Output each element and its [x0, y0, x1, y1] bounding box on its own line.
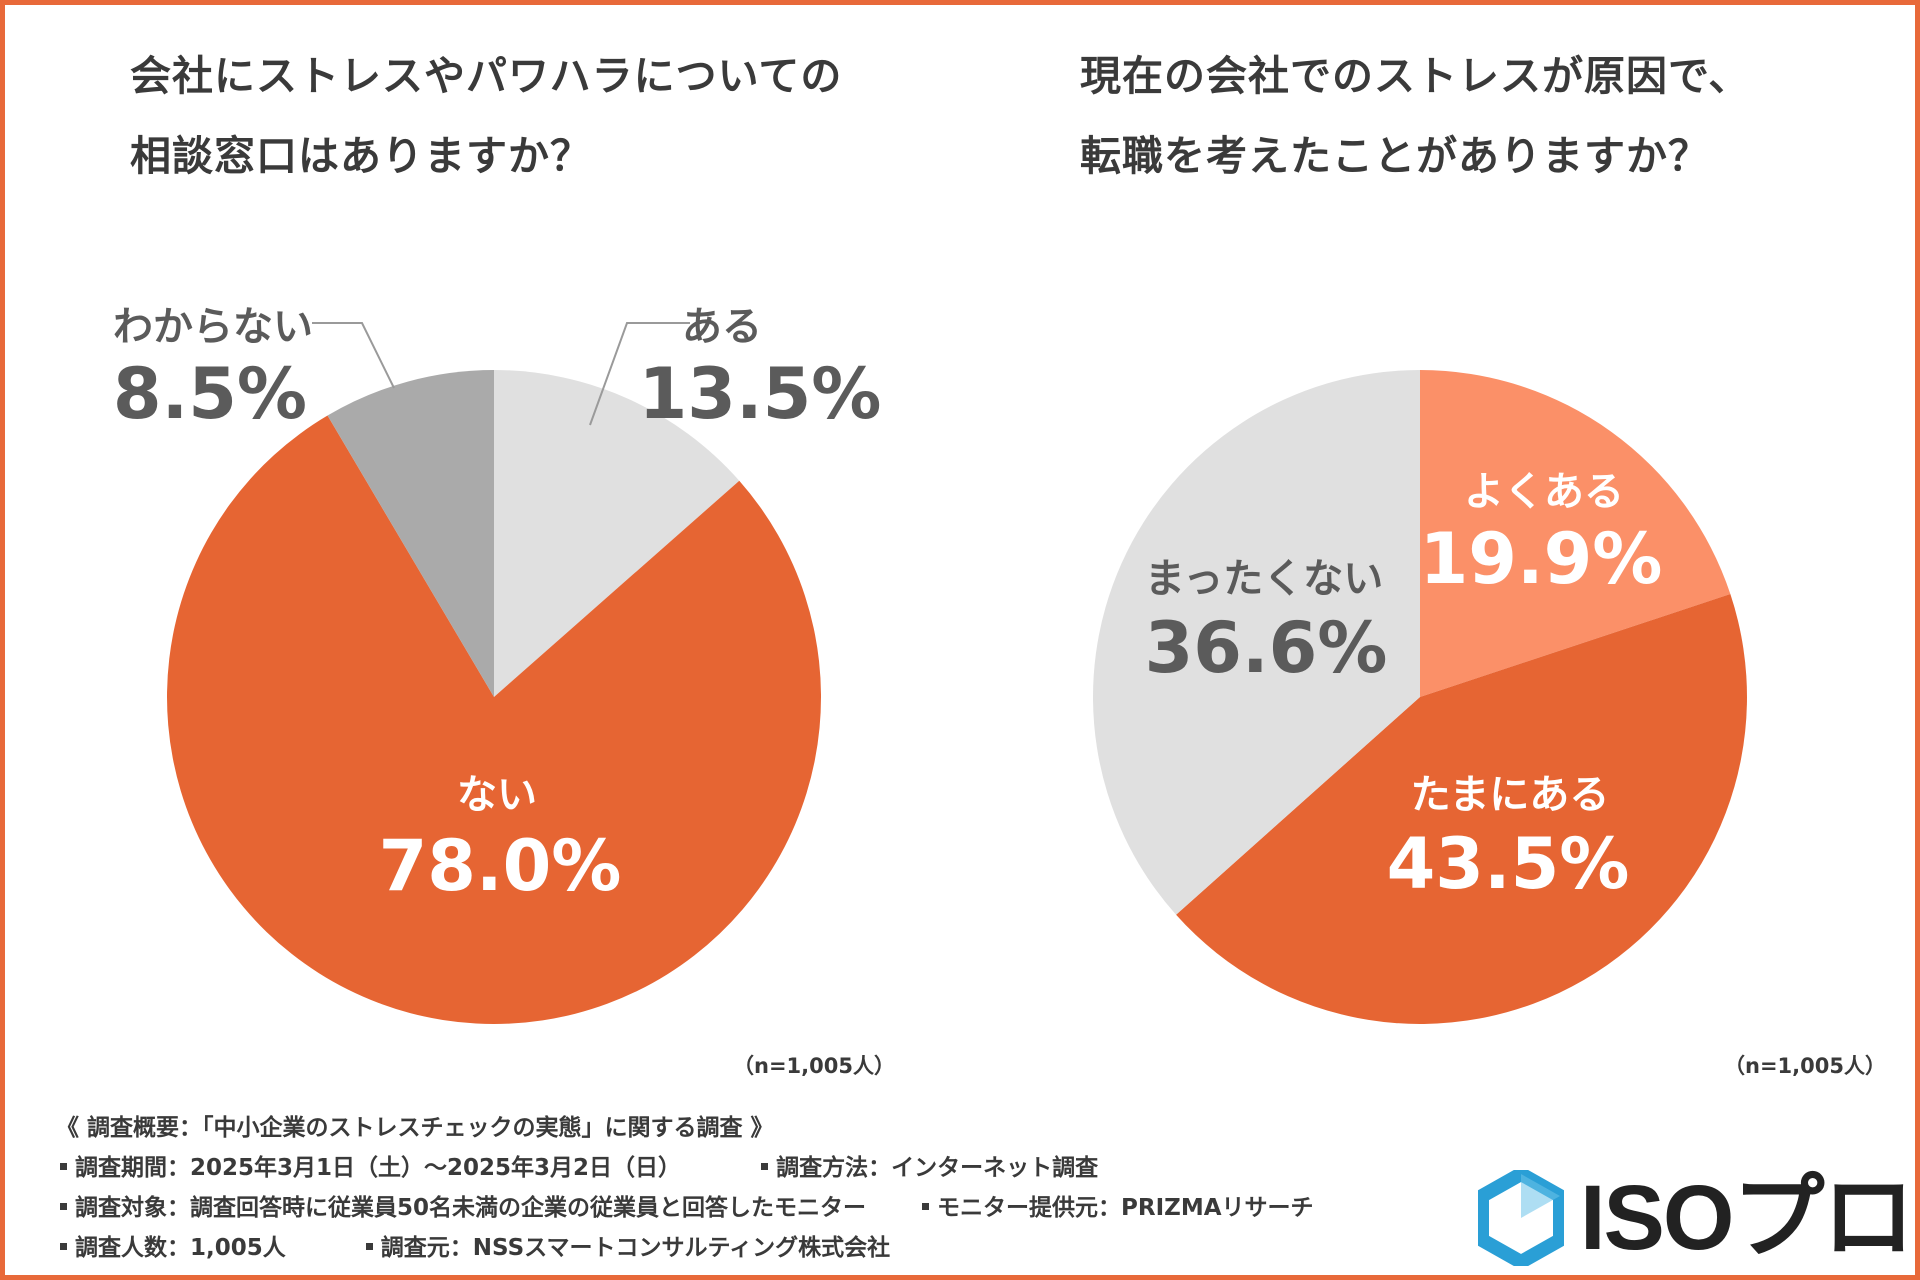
hexagon-logo-icon: [1478, 1170, 1564, 1266]
chart-title-right-line-1: 現在の会社でのストレスが原因で、: [1080, 52, 1751, 100]
sample-size-right: （n=1,005人）: [1724, 1054, 1886, 1078]
slice-label-nai: ない: [457, 772, 537, 818]
slice-label-tamaniaru: たまにある: [1411, 772, 1610, 818]
survey-row-1: 調査期間：2025年3月1日（土）～2025年3月2日（日） 調査方法：インター…: [56, 1148, 1314, 1188]
survey-heading: 《 調査概要：「中小企業のストレスチェックの実態」に関する調査 》: [56, 1115, 774, 1141]
slice-value-nai: 78.0%: [379, 825, 622, 907]
survey-row-2: 調査対象：調査回答時に従業員50名未満の企業の従業員と回答したモニター モニター…: [56, 1188, 1314, 1228]
slice-label-wakaranai: わからない: [113, 304, 313, 350]
pie-slice-mattakunai: [1092, 370, 1420, 915]
pie-slice-aru: [494, 370, 740, 697]
survey-count: 調査人数：1,005人: [75, 1235, 286, 1261]
pie-slice-wakaranai: [327, 370, 494, 697]
slice-value-tamaniaru: 43.5%: [1387, 823, 1630, 905]
bullet-icon: [60, 1163, 67, 1170]
slice-value-aru: 13.5%: [639, 353, 882, 435]
pie-chart-right: よくある 19.9% たまにある 43.5% まったくない 36.6%: [1092, 370, 1747, 1024]
survey-provider: モニター提供元：PRIZMAリサーチ: [937, 1195, 1314, 1221]
bullet-icon: [60, 1203, 67, 1210]
pie-slice-nai: [167, 415, 822, 1024]
sample-size-left: （n=1,005人）: [733, 1054, 895, 1078]
pie-chart-left: ある 13.5% ない 78.0% わからない 8.5%: [113, 304, 882, 1024]
slice-value-yokuaru: 19.9%: [1420, 518, 1663, 600]
slice-label-aru: ある: [682, 304, 762, 350]
bullet-icon: [60, 1243, 67, 1250]
survey-summary: 《 調査概要：「中小企業のストレスチェックの実態」に関する調査 》 調査期間：2…: [56, 1108, 1314, 1268]
slice-label-mattakunai: まったくない: [1145, 556, 1383, 602]
chart-title-right-line-2: 転職を考えたことがありますか？: [1080, 132, 1710, 180]
bullet-icon: [365, 1243, 373, 1250]
chart-title-left: 会社にストレスやパワハラについての 相談窓口はありますか？: [130, 36, 842, 196]
pie-slice-yokuaru: [1420, 370, 1731, 697]
pie-slice-tamaniaru: [1176, 594, 1747, 1024]
slice-value-wakaranai: 8.5%: [113, 353, 307, 435]
survey-period: 調査期間：2025年3月1日（土）～2025年3月2日（日）: [75, 1155, 682, 1181]
brand-logo: ISOプロ: [1478, 1167, 1914, 1269]
bullet-icon: [922, 1203, 930, 1210]
chart-title-right: 現在の会社でのストレスが原因で、 転職を考えたことがありますか？: [1080, 36, 1750, 196]
slice-label-yokuaru: よくある: [1464, 469, 1624, 515]
bullet-icon: [761, 1163, 769, 1170]
leader-line-wakaranai: [312, 322, 395, 389]
survey-target: 調査対象：調査回答時に従業員50名未満の企業の従業員と回答したモニター: [75, 1195, 867, 1221]
slice-value-mattakunai: 36.6%: [1145, 607, 1388, 689]
leader-line-aru: [589, 322, 690, 426]
chart-title-left-line-2: 相談窓口はありますか？: [130, 132, 592, 180]
brand-name: ISOプロ: [1580, 1167, 1914, 1269]
survey-row-3: 調査人数：1,005人 調査元：NSSスマートコンサルティング株式会社: [56, 1228, 1314, 1268]
survey-method: 調査方法：インターネット調査: [776, 1155, 1099, 1181]
chart-title-left-line-1: 会社にストレスやパワハラについての: [130, 52, 843, 100]
survey-source: 調査元：NSSスマートコンサルティング株式会社: [380, 1235, 891, 1261]
